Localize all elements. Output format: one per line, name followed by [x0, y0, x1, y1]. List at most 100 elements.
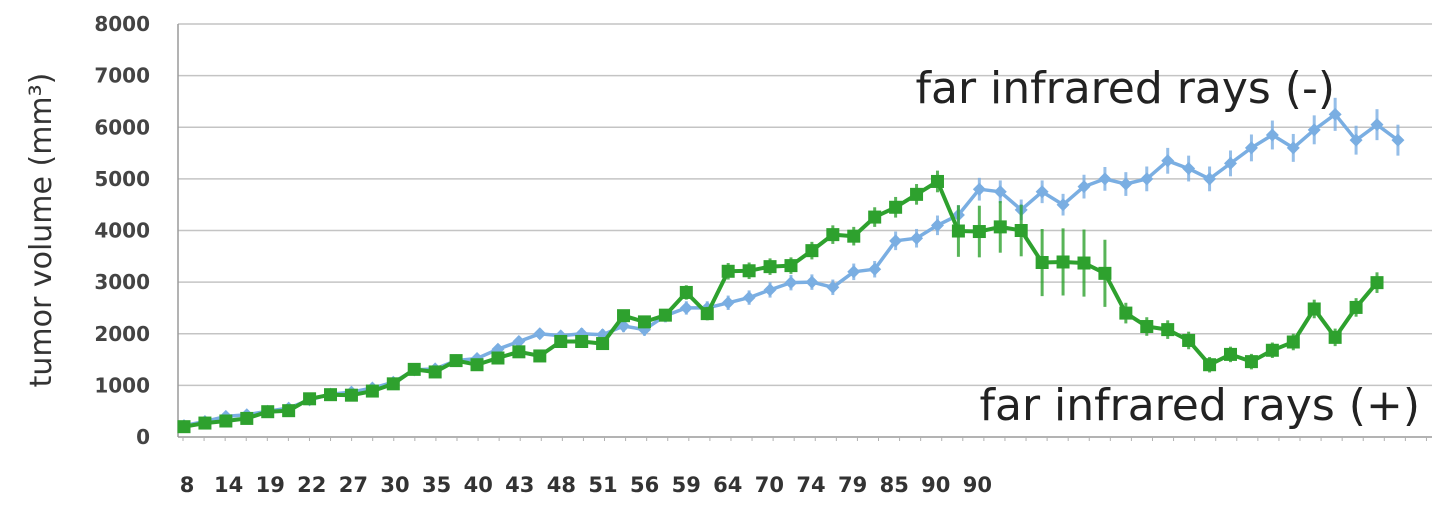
data-point [219, 414, 233, 428]
data-point [763, 260, 777, 274]
data-point [1098, 172, 1112, 186]
data-point [972, 225, 986, 239]
data-point [554, 334, 568, 348]
data-point [1244, 355, 1258, 369]
data-point [1370, 118, 1384, 132]
data-point [365, 384, 379, 398]
data-point [407, 362, 421, 376]
data-point [868, 262, 882, 276]
y-tick-label: 3000 [94, 270, 150, 294]
x-tick-label: 85 [880, 473, 909, 497]
data-point [1161, 154, 1175, 168]
data-point [617, 309, 631, 323]
data-point [930, 218, 944, 232]
data-point [910, 187, 924, 201]
data-point [1307, 302, 1321, 316]
x-tick-label: 48 [547, 473, 576, 497]
x-tick-label: 8 [180, 473, 195, 497]
data-point [198, 416, 212, 430]
data-point [679, 301, 693, 315]
data-point [1182, 162, 1196, 176]
data-point [491, 351, 505, 365]
y-tick-label: 1000 [94, 373, 150, 397]
x-tick-label: 22 [297, 473, 326, 497]
data-point [1203, 358, 1217, 372]
x-tick-label: 74 [796, 473, 825, 497]
data-point [386, 377, 400, 391]
data-point [1203, 172, 1217, 186]
data-point [1349, 300, 1363, 314]
data-point [512, 345, 526, 359]
series-line [183, 179, 1379, 429]
data-point [1014, 224, 1028, 237]
data-point [1035, 185, 1049, 199]
data-point [805, 244, 819, 258]
data-point [533, 349, 547, 363]
data-point [826, 280, 840, 294]
data-point [1140, 172, 1154, 186]
data-point [1182, 333, 1196, 347]
data-point [700, 307, 714, 321]
data-point [1328, 330, 1342, 344]
data-point [1224, 156, 1237, 170]
y-tick-label: 2000 [94, 322, 150, 346]
data-point [324, 388, 338, 402]
data-point [1119, 306, 1133, 320]
data-point [1056, 255, 1070, 269]
data-point [428, 365, 442, 379]
data-point [1056, 198, 1070, 212]
data-point [512, 334, 526, 348]
data-point [1140, 320, 1154, 334]
annotation-far-infrared-minus: far infrared rays (-) [915, 63, 1335, 114]
data-point [847, 265, 861, 279]
x-tick-label: 40 [464, 473, 493, 497]
y-axis-label: tumor volume (mm³) [24, 73, 59, 388]
data-point [1370, 276, 1384, 290]
data-point [679, 285, 693, 299]
x-tick-label: 59 [672, 473, 701, 497]
x-tick-label: 14 [214, 473, 243, 497]
data-point [1119, 177, 1133, 191]
data-point [721, 264, 735, 278]
data-point [868, 210, 882, 224]
series-1 [177, 170, 1384, 434]
axes [177, 24, 1432, 441]
data-point [1098, 266, 1112, 280]
data-point [1265, 128, 1279, 142]
x-tick-label: 56 [630, 473, 659, 497]
data-point [1328, 107, 1342, 121]
data-point [910, 231, 924, 245]
data-point [533, 327, 547, 341]
data-point [449, 354, 463, 368]
data-point [1391, 133, 1405, 147]
data-point [826, 228, 840, 242]
data-point [177, 420, 191, 434]
data-point [1161, 323, 1175, 337]
data-point [993, 185, 1007, 199]
data-point [240, 411, 254, 425]
data-point [1035, 256, 1049, 270]
data-point [303, 392, 317, 406]
data-point [261, 405, 275, 419]
data-point [1286, 335, 1300, 349]
data-point [805, 275, 819, 289]
x-tick-label: 35 [422, 473, 451, 497]
x-tick-label: 70 [755, 473, 784, 497]
data-point [1224, 347, 1237, 361]
data-point [1307, 123, 1321, 137]
labels: tumor volume (mm³) far infrared rays (-)… [24, 12, 1420, 497]
x-tick-label: 90 [963, 473, 992, 497]
x-tick-label: 19 [256, 473, 285, 497]
data-point [1077, 256, 1091, 270]
data-point [784, 276, 798, 290]
data-point [575, 334, 589, 348]
data-point [951, 224, 965, 238]
data-point [972, 182, 986, 196]
data-point [742, 264, 756, 278]
data-point [344, 388, 358, 402]
x-tick-label: 30 [380, 473, 409, 497]
x-tick-label: 51 [588, 473, 617, 497]
data-point [742, 291, 756, 305]
data-point [889, 200, 903, 214]
